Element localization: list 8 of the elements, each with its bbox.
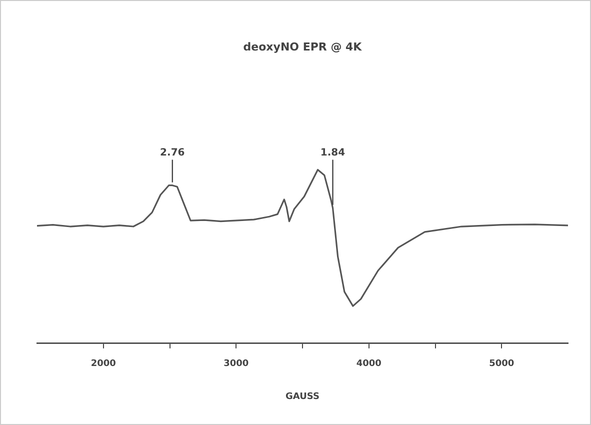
x-tick-label: 4000: [356, 359, 382, 370]
x-tick-label: 3000: [224, 359, 249, 370]
annotation: 1.84: [320, 147, 346, 158]
x-tick-label: 5000: [489, 359, 514, 370]
x-tick-label: 2000: [90, 359, 116, 370]
chart-title: deoxyNO EPR @ 4K: [243, 40, 362, 54]
annotation: 2.76: [160, 147, 185, 158]
x-axis-title: GAUSS: [286, 392, 320, 402]
